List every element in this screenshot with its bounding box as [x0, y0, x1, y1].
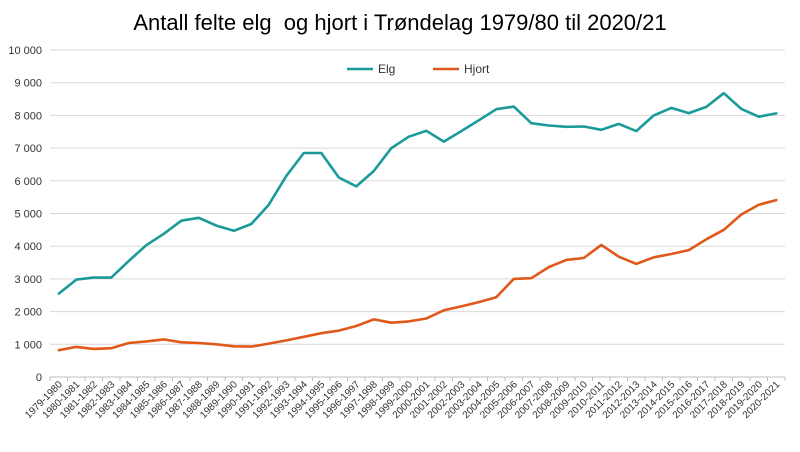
- series-line-hjort: [57, 198, 778, 352]
- y-tick-label: 9 000: [14, 78, 42, 90]
- legend-item-hjort: Hjort: [433, 62, 490, 76]
- y-tick-label: 0: [36, 372, 42, 384]
- y-tick-label: 6 000: [14, 176, 42, 188]
- y-tick-label: 8 000: [14, 110, 42, 122]
- legend-label: Hjort: [464, 62, 490, 76]
- legend-item-elg: Elg: [347, 62, 395, 76]
- y-tick-label: 4 000: [14, 241, 42, 253]
- y-tick-label: 7 000: [14, 143, 42, 155]
- chart-title: Antall felte elg og hjort i Trøndelag 19…: [133, 10, 667, 35]
- y-tick-label: 5 000: [14, 209, 42, 221]
- y-tick-label: 2 000: [14, 307, 42, 319]
- y-tick-label: 1 000: [14, 339, 42, 351]
- legend-label: Elg: [378, 62, 395, 76]
- y-tick-label: 10 000: [8, 45, 42, 57]
- y-tick-label: 3 000: [14, 274, 42, 286]
- series-line-elg: [57, 91, 778, 295]
